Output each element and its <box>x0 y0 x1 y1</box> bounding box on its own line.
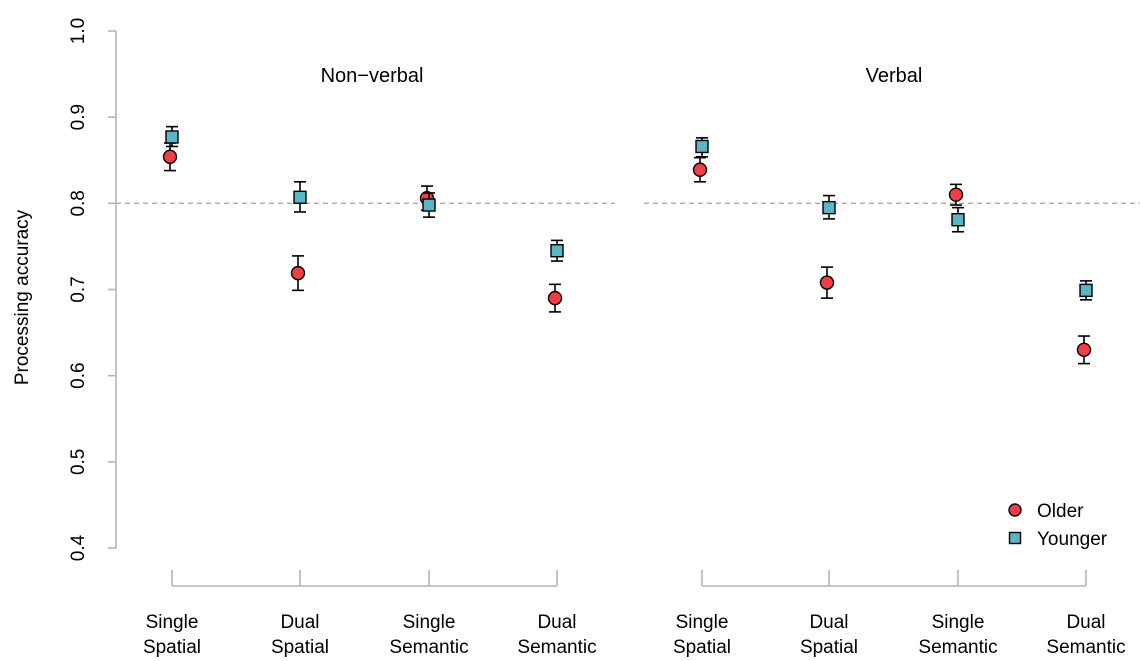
x-tick-label: Spatial <box>271 637 329 658</box>
x-tick-label: Semantic <box>1046 637 1125 658</box>
y-tick-label: 1.0 <box>68 18 89 44</box>
x-tick-label: Semantic <box>918 637 997 658</box>
point-younger <box>822 200 836 215</box>
y-tick-label: 0.8 <box>68 190 89 216</box>
legend-marker-older <box>1008 503 1022 517</box>
point-younger <box>293 190 307 205</box>
legend-label: Younger <box>1037 529 1108 550</box>
point-younger <box>695 139 709 154</box>
x-tick-label: Spatial <box>800 637 858 658</box>
x-tick-label: Spatial <box>143 637 201 658</box>
y-tick-label: 0.5 <box>68 449 89 475</box>
axes-layer <box>108 30 1087 587</box>
y-tick-label: 0.9 <box>68 104 89 130</box>
y-axis-title: Processing accuracy <box>12 209 33 385</box>
point-older <box>1076 342 1092 358</box>
panel-title: Non−verbal <box>321 65 424 87</box>
y-tick-label: 0.6 <box>68 362 89 388</box>
point-younger <box>165 130 179 144</box>
point-younger <box>951 213 965 227</box>
x-tick-label: Single <box>146 612 199 633</box>
x-tick-label: Spatial <box>673 637 731 658</box>
x-tick-label: Dual <box>1066 612 1105 633</box>
x-tick-label: Dual <box>537 612 576 633</box>
point-older <box>290 265 306 281</box>
data-marks <box>162 125 1093 365</box>
x-tick-label: Dual <box>280 612 319 633</box>
x-tick-label: Single <box>676 612 729 633</box>
point-younger <box>422 198 436 212</box>
point-older <box>692 162 708 177</box>
point-older <box>819 275 835 290</box>
x-tick-label: Semantic <box>389 637 468 658</box>
legend: Older Younger <box>1008 501 1108 550</box>
x-tick-label: Single <box>932 612 985 633</box>
x-tick-label: Single <box>403 612 456 633</box>
point-younger <box>550 244 564 258</box>
point-younger <box>1079 283 1093 298</box>
panel-title: Verbal <box>866 65 923 87</box>
y-tick-label: 0.4 <box>68 534 89 561</box>
text-labels: 0.4 0.5 0.6 0.7 0.8 0.9 1.0 Processing accuracy… <box>12 18 1126 658</box>
point-older <box>948 187 964 202</box>
point-older <box>162 149 178 165</box>
point-older <box>547 290 563 306</box>
y-tick-label: 0.7 <box>68 276 89 302</box>
legend-label: Older <box>1037 501 1084 522</box>
legend-marker-younger <box>1008 531 1022 545</box>
x-tick-label: Semantic <box>517 637 596 658</box>
x-tick-label: Dual <box>809 612 848 633</box>
